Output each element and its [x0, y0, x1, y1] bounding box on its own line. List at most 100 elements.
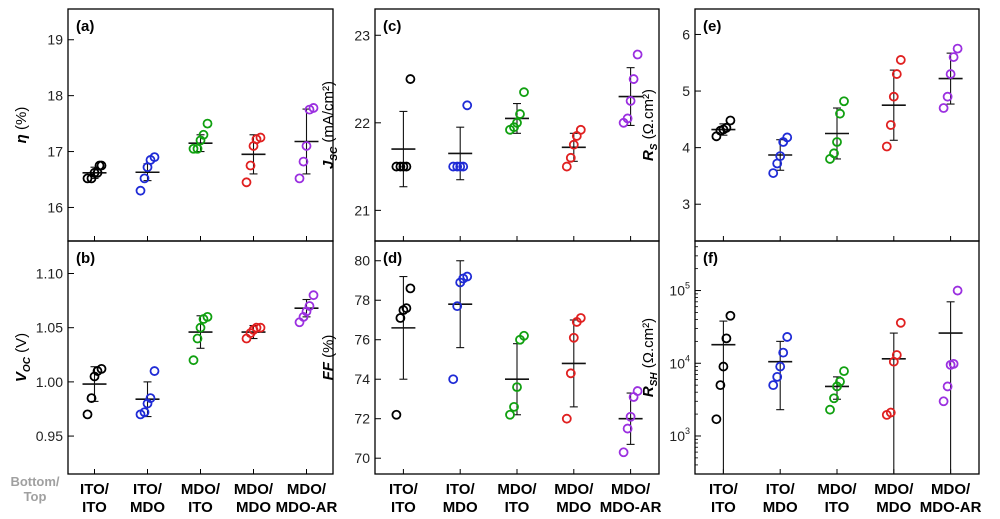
category-label: ITO/ITO	[709, 481, 739, 516]
data-point	[829, 148, 839, 159]
data-point	[561, 161, 572, 172]
data-point	[86, 393, 97, 404]
series-b-4	[241, 322, 266, 344]
y-tick-label: 80	[354, 253, 370, 269]
data-point	[462, 271, 473, 282]
series-c-3	[505, 87, 529, 135]
data-point	[772, 371, 783, 382]
data-point	[188, 355, 199, 366]
data-point	[391, 409, 402, 420]
panel-label-b: (b)	[76, 250, 95, 267]
data-point	[625, 96, 636, 106]
panel-a: (a) 16 17 18 19 η (%)	[13, 8, 334, 242]
y-tick-label: 76	[354, 332, 370, 348]
data-point	[519, 330, 529, 341]
panel-label-e: (e)	[703, 18, 721, 35]
data-point	[625, 411, 636, 422]
data-point	[782, 332, 793, 342]
corner-label-top: Top	[23, 489, 47, 504]
series-c-4	[561, 124, 586, 172]
series-c-5	[618, 49, 643, 128]
data-point	[94, 160, 105, 171]
series-c-2	[448, 100, 473, 181]
category-label: MDO/ITO	[497, 481, 537, 516]
series-a-2	[135, 152, 160, 196]
y-tick-label: 78	[354, 292, 370, 308]
series-f-2	[768, 332, 793, 411]
data-point	[721, 333, 732, 344]
category-label: MDO/ITO	[181, 481, 221, 516]
data-point	[832, 137, 842, 147]
y-tick-label: 17	[47, 144, 63, 160]
data-point	[202, 311, 213, 322]
data-point	[938, 103, 949, 113]
data-point	[718, 361, 729, 372]
data-point	[448, 161, 459, 172]
data-point	[888, 91, 899, 102]
data-point	[895, 317, 906, 328]
data-point	[568, 139, 579, 150]
data-point	[835, 376, 845, 387]
data-point	[829, 393, 839, 404]
series-e-4	[881, 55, 906, 152]
data-point	[942, 91, 953, 102]
data-point	[618, 447, 629, 458]
data-point	[561, 413, 572, 424]
data-point	[835, 108, 845, 119]
y-axis-label-a: η (%)	[13, 107, 30, 144]
data-point	[622, 423, 633, 434]
category-label: ITO/MDO	[130, 481, 165, 516]
corner-label-bottom: Bottom/	[10, 474, 60, 489]
data-point	[395, 313, 406, 323]
data-point	[82, 409, 93, 420]
data-point	[401, 161, 412, 172]
series-a-5	[294, 103, 319, 184]
data-point	[308, 103, 319, 113]
data-point	[452, 301, 463, 312]
data-point	[301, 141, 312, 151]
data-point	[139, 173, 150, 184]
y-tick-label: 16	[47, 199, 63, 215]
data-point	[512, 117, 522, 128]
data-point	[895, 55, 906, 65]
panel-label-c: (c)	[383, 18, 401, 35]
panel-f: (f) 103 104 105 RSH (Ω.cm²) ITO/ITO ITO/MDO MDO…	[640, 240, 982, 516]
y-axis-label-c: JSC (mA/cm²)	[320, 81, 340, 169]
series-a-4	[241, 132, 266, 188]
data-point	[891, 69, 902, 79]
panel-a-frame	[67, 8, 334, 242]
category-label: MDO/ITO	[817, 481, 857, 516]
series-b-3	[188, 311, 213, 366]
y-tick-label: 104	[669, 353, 690, 371]
data-point	[255, 322, 266, 333]
data-point	[725, 115, 736, 126]
data-point	[632, 49, 643, 60]
data-point	[885, 120, 896, 130]
data-point	[711, 414, 722, 425]
data-point	[952, 285, 963, 296]
y-tick-label: 70	[354, 450, 370, 466]
series-f-1	[711, 310, 736, 474]
panel-d: (d) 70 72 74 76 78 80 FF (%) ITO/ITO ITO/MDO MDO/I…	[320, 240, 662, 516]
series-c-1	[391, 74, 416, 188]
series-e-5	[938, 43, 963, 113]
series-e-2	[768, 132, 793, 178]
series-b-1	[82, 363, 107, 420]
y-tick-label: 1.00	[36, 374, 63, 390]
data-point	[622, 113, 633, 124]
panel-label-d: (d)	[383, 250, 402, 267]
data-point	[135, 185, 146, 196]
data-point	[575, 313, 586, 323]
series-f-3	[825, 366, 849, 415]
data-point	[519, 87, 529, 98]
data-point	[195, 322, 206, 333]
y-tick-label: 23	[354, 27, 370, 43]
data-point	[149, 366, 160, 376]
y-tick-label: 19	[47, 32, 63, 48]
series-a-3	[188, 118, 213, 154]
panel-label-f: (f)	[703, 250, 718, 267]
data-point	[725, 310, 736, 321]
data-point	[458, 161, 469, 172]
y-tick-label: 18	[47, 88, 63, 104]
